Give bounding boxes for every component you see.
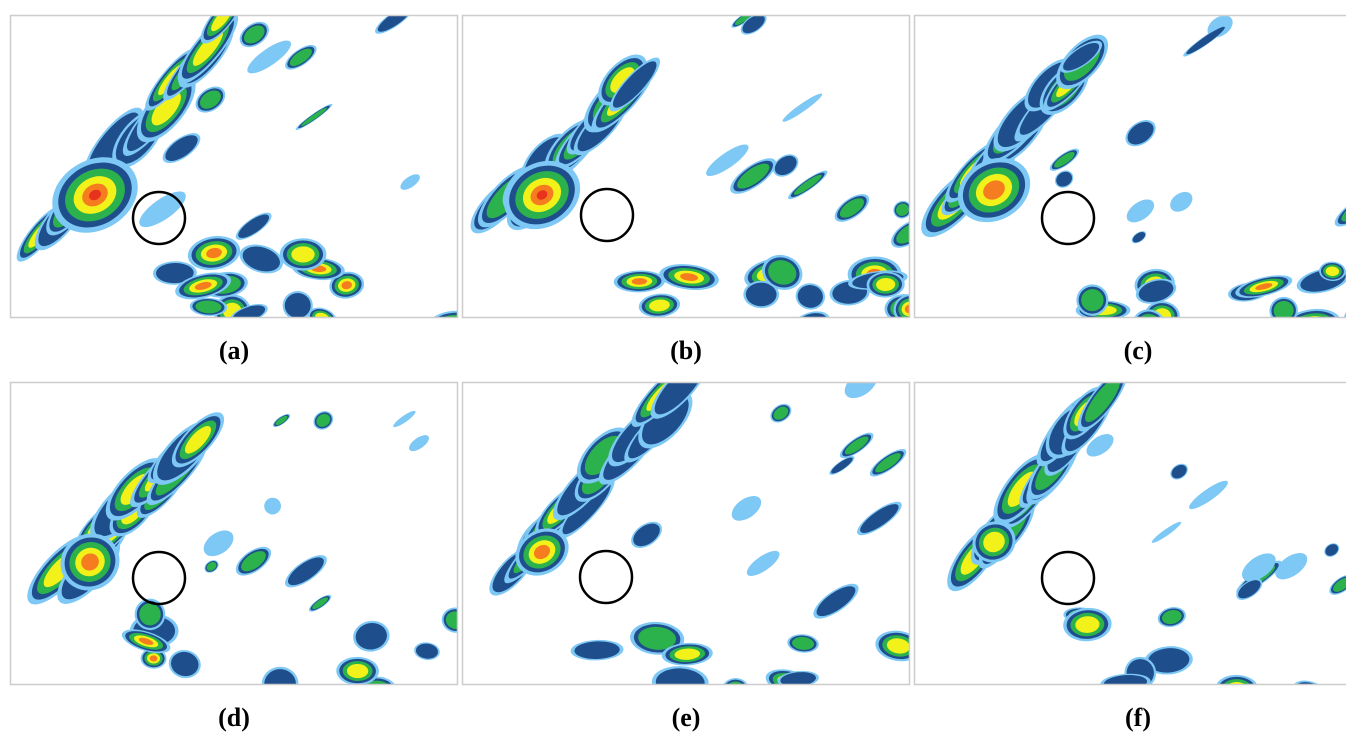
radar-panel bbox=[462, 8, 931, 342]
panel-caption: (e) bbox=[672, 703, 701, 732]
radar-panel bbox=[10, 382, 472, 705]
panel-caption: (f) bbox=[1125, 703, 1151, 732]
echo-4 bbox=[1304, 318, 1322, 328]
radar-echoes bbox=[911, 11, 1346, 344]
radar-echoes bbox=[10, 382, 472, 705]
radar-panel bbox=[10, 0, 481, 340]
echo-1 bbox=[285, 293, 311, 318]
radar-echoes bbox=[10, 0, 481, 340]
echo-3 bbox=[440, 317, 467, 333]
panel-caption: (a) bbox=[219, 336, 249, 365]
echo-4 bbox=[445, 320, 461, 330]
radar-panel bbox=[462, 349, 924, 704]
radar-panel bbox=[914, 362, 1346, 707]
radar-echoes bbox=[462, 8, 931, 342]
figure: (a) (b) (c) (d) (e) (f) bbox=[0, 0, 1346, 738]
radar-echoes bbox=[914, 362, 1346, 707]
panel-bg bbox=[10, 382, 458, 685]
panel-caption: (b) bbox=[670, 336, 702, 365]
radar-echoes bbox=[462, 349, 924, 704]
radar-panel bbox=[911, 11, 1346, 344]
echo-3 bbox=[291, 246, 314, 262]
panel-caption: (d) bbox=[218, 703, 250, 732]
panel-caption: (c) bbox=[1124, 336, 1153, 365]
